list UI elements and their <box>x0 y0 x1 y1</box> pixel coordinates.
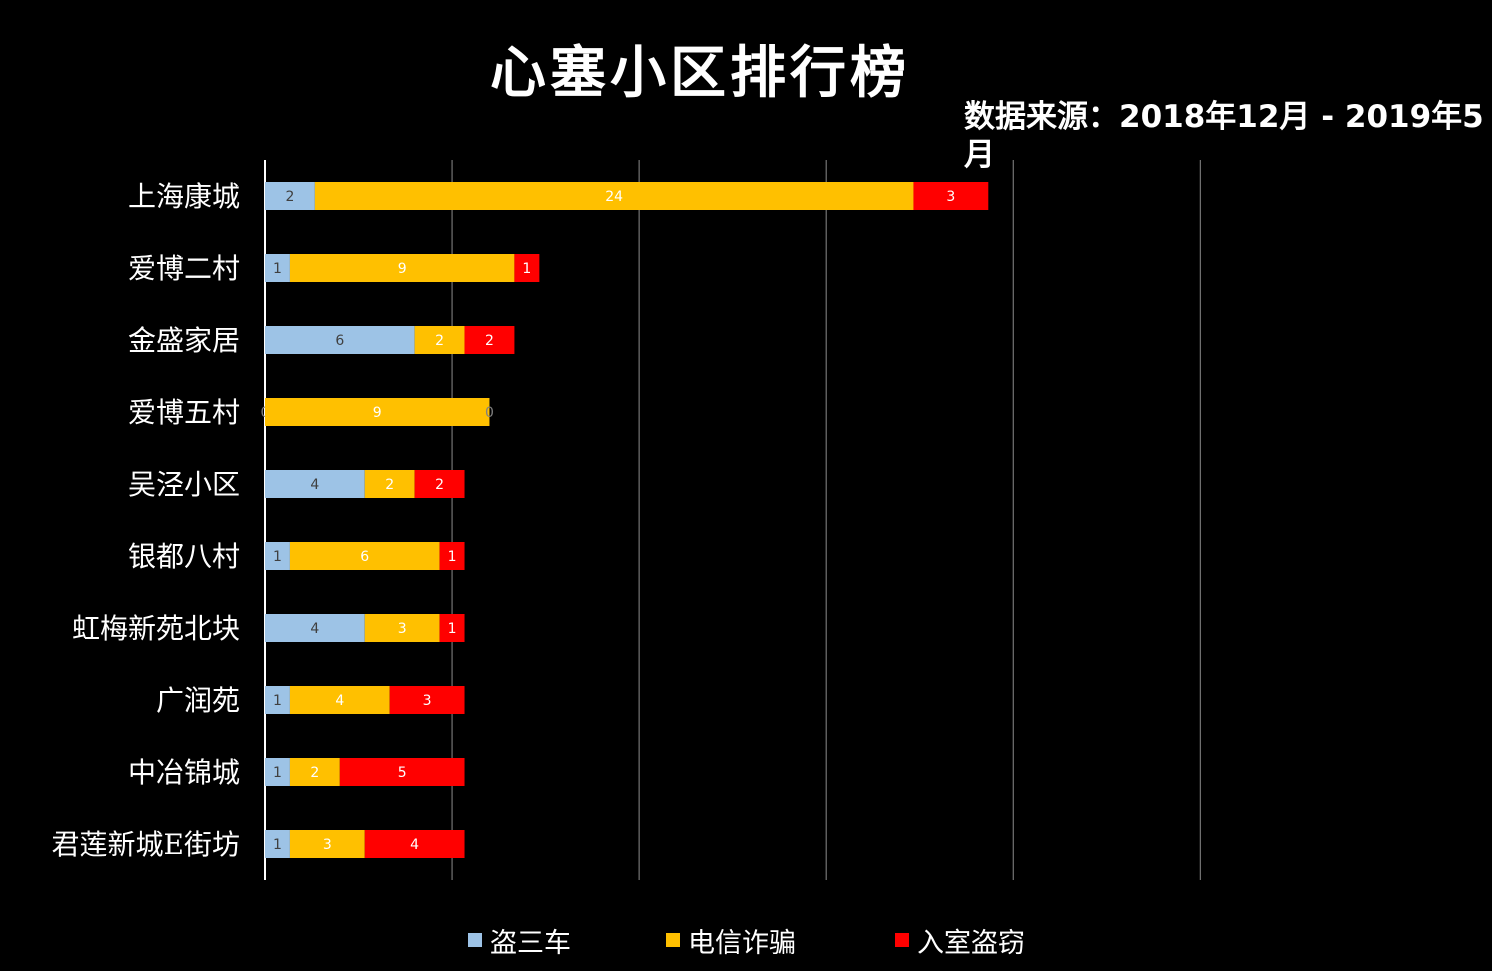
data-label: 24 <box>605 189 623 205</box>
category-label: 吴泾小区 <box>128 468 240 501</box>
category-label: 爱博二村 <box>128 252 240 285</box>
bar-segment <box>439 614 465 642</box>
bar-segment <box>265 470 365 498</box>
legend: 盗三车 电信诈骗 入室盗窃 <box>0 920 1492 960</box>
data-label: 1 <box>448 621 457 637</box>
bar-segment <box>389 686 465 714</box>
bar-segment <box>265 254 290 282</box>
bar-segment <box>364 614 440 642</box>
legend-item: 入室盗窃 <box>895 920 1025 960</box>
category-label: 金盛家居 <box>128 324 240 357</box>
data-label: 2 <box>385 477 394 493</box>
legend-swatch <box>468 933 482 947</box>
bar-segment <box>289 686 390 714</box>
bar-segment <box>414 326 465 354</box>
bar-segment <box>514 254 540 282</box>
bar-segment <box>265 614 365 642</box>
data-label: 1 <box>522 261 531 277</box>
bar-segment <box>439 542 465 570</box>
data-label: 1 <box>273 261 282 277</box>
data-label: 6 <box>360 549 369 565</box>
bar-segment <box>289 254 515 282</box>
chart-title: 心塞小区排行榜 <box>490 40 910 106</box>
category-label: 爱博五村 <box>128 396 240 429</box>
category-label: 虹梅新苑北块 <box>72 612 240 645</box>
bar-segment <box>913 182 989 210</box>
data-label: 3 <box>323 837 332 853</box>
bar-segment <box>265 182 315 210</box>
legend-label: 电信诈骗 <box>688 927 796 959</box>
data-label: 3 <box>398 621 407 637</box>
bar-segment <box>289 830 365 858</box>
data-label: 1 <box>273 693 282 709</box>
data-label: 0 <box>485 405 494 421</box>
bar-chart-plot: 上海康城2243爱博二村191金盛家居622爱博五村090吴泾小区422银都八村… <box>52 160 1201 880</box>
chart-subtitle: 数据来源：2018年12月 - 2019年5月 <box>964 99 1484 173</box>
bar-segment <box>364 470 415 498</box>
data-label: 2 <box>310 765 319 781</box>
data-label: 3 <box>946 189 955 205</box>
bar-segment <box>414 470 465 498</box>
category-label: 上海康城 <box>128 180 240 213</box>
bar-segment <box>265 758 290 786</box>
data-label: 2 <box>435 477 444 493</box>
data-label: 1 <box>273 765 282 781</box>
data-label: 9 <box>373 405 382 421</box>
category-label: 银都八村 <box>128 540 240 573</box>
data-label: 1 <box>273 837 282 853</box>
legend-item: 盗三车 <box>468 920 571 960</box>
bar-segment <box>265 830 290 858</box>
category-label: 中冶锦城 <box>128 756 240 789</box>
legend-swatch <box>895 933 909 947</box>
data-label: 2 <box>435 333 444 349</box>
data-label: 9 <box>398 261 407 277</box>
category-label: 广润苑 <box>156 684 240 717</box>
bar-segment <box>265 398 490 426</box>
data-label: 4 <box>310 621 319 637</box>
bar-segment <box>265 686 290 714</box>
bar-segment <box>289 542 440 570</box>
bar-segment <box>464 326 515 354</box>
legend-label: 盗三车 <box>490 927 571 959</box>
data-label: 1 <box>273 549 282 565</box>
category-label: 君莲新城E街坊 <box>52 828 240 861</box>
bar-segment <box>339 758 465 786</box>
data-label: 6 <box>335 333 344 349</box>
data-label: 4 <box>410 837 419 853</box>
bar-segment <box>314 182 914 210</box>
bar-segment <box>364 830 465 858</box>
data-label: 2 <box>485 333 494 349</box>
data-label: 3 <box>423 693 432 709</box>
data-label: 1 <box>448 549 457 565</box>
bar-segment <box>265 326 415 354</box>
data-label: 4 <box>335 693 344 709</box>
data-label: 4 <box>310 477 319 493</box>
bar-segment <box>289 758 340 786</box>
legend-item: 电信诈骗 <box>666 920 796 960</box>
legend-swatch <box>666 933 680 947</box>
bar-segment <box>265 542 290 570</box>
legend-label: 入室盗窃 <box>917 927 1025 959</box>
data-label: 2 <box>285 189 294 205</box>
data-label: 5 <box>398 765 407 781</box>
